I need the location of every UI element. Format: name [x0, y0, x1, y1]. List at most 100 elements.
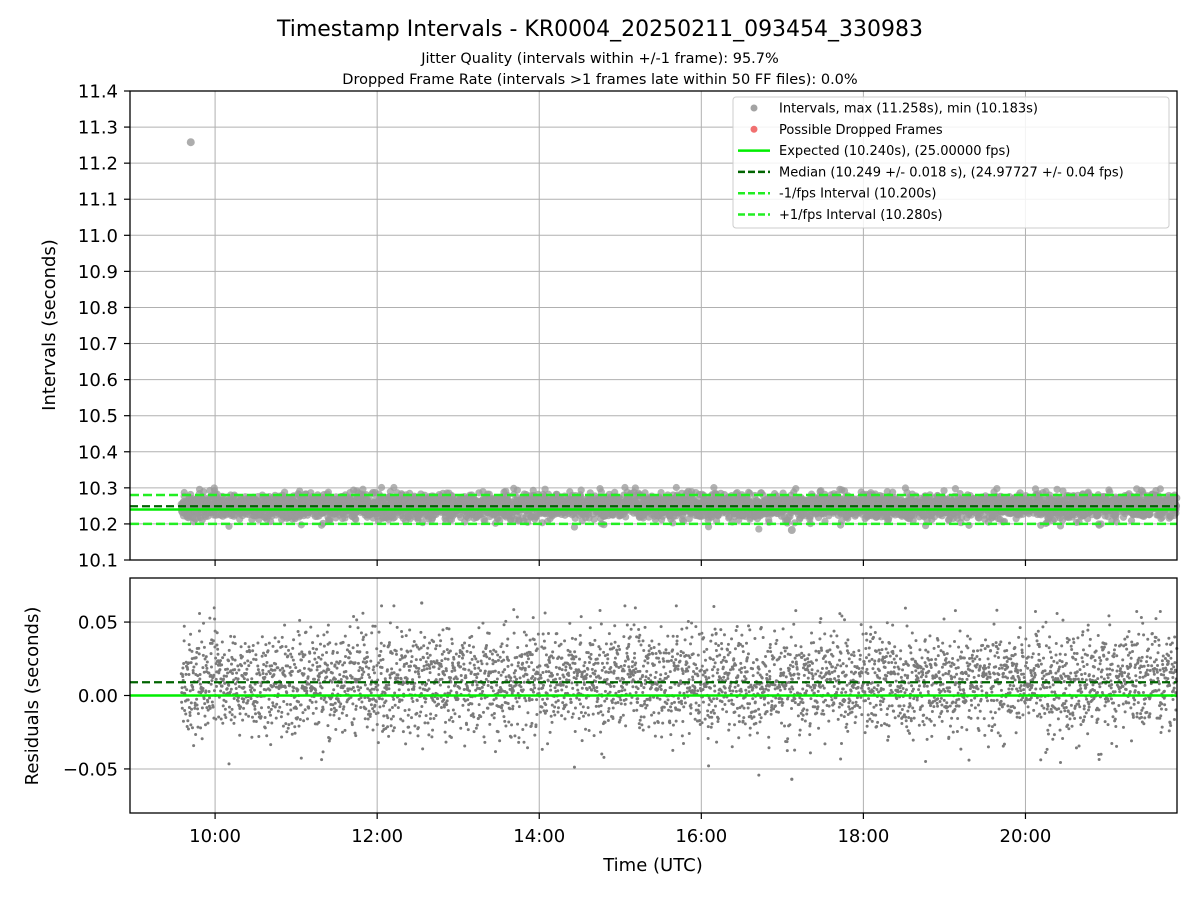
residual-point: [286, 654, 290, 658]
residual-point: [301, 711, 305, 715]
legend-marker-dot: [750, 125, 758, 133]
residual-point: [299, 756, 303, 760]
residual-point: [246, 659, 250, 663]
residual-point: [209, 652, 213, 656]
residual-point: [182, 624, 186, 628]
residual-point: [220, 640, 224, 644]
residual-point: [228, 710, 232, 714]
residual-point: [191, 685, 195, 689]
residual-point: [194, 732, 198, 736]
residual-point: [238, 733, 242, 737]
residual-point: [217, 715, 221, 719]
residual-point: [222, 653, 226, 657]
residual-point: [241, 718, 245, 722]
top-y-tick-label: 10.4: [78, 442, 118, 463]
residual-point: [287, 648, 291, 652]
bottom-panel-points: [179, 601, 1179, 781]
residual-point: [219, 717, 223, 721]
residual-point: [282, 669, 286, 673]
residual-point: [258, 673, 262, 677]
residual-point: [290, 732, 294, 736]
residual-point: [191, 671, 195, 675]
residual-point: [221, 656, 225, 660]
legend-entry-label: Possible Dropped Frames: [779, 123, 943, 138]
residual-point: [192, 665, 196, 669]
residual-point: [201, 653, 205, 657]
residual-point: [260, 706, 264, 710]
residual-point: [258, 712, 262, 716]
residual-point: [215, 643, 219, 647]
residual-point: [317, 674, 321, 678]
residual-point: [192, 744, 196, 748]
interval-point: [577, 486, 585, 494]
residual-point: [200, 640, 204, 644]
residual-point: [290, 655, 294, 659]
residual-point: [214, 656, 218, 660]
residual-point: [273, 636, 277, 640]
residual-point: [180, 686, 184, 690]
residual-point: [186, 667, 190, 671]
residual-point: [200, 706, 204, 710]
residual-point: [291, 689, 295, 693]
interval-point: [993, 484, 1001, 493]
residual-point: [239, 645, 243, 649]
residual-point: [204, 655, 208, 659]
residual-point: [183, 685, 187, 689]
residual-point: [281, 666, 285, 670]
residual-point: [297, 633, 301, 637]
residual-point: [318, 642, 322, 646]
residual-point: [268, 713, 272, 717]
residual-point: [286, 664, 290, 668]
residual-point: [260, 635, 264, 639]
chart-title: Timestamp Intervals - KR0004_20250211_09…: [276, 17, 923, 42]
residual-point: [211, 705, 215, 709]
interval-point: [940, 487, 948, 495]
residual-point: [293, 725, 297, 729]
residual-point: [286, 726, 290, 730]
residual-point: [212, 689, 216, 693]
residual-point: [264, 664, 268, 668]
residual-point: [180, 700, 184, 704]
residual-point: [188, 710, 192, 714]
residual-point: [229, 718, 233, 722]
residual-point: [208, 696, 212, 700]
residual-point: [233, 715, 237, 719]
residual-point: [291, 646, 295, 650]
residual-point: [307, 706, 311, 710]
residual-point: [280, 644, 284, 648]
residual-point: [188, 713, 192, 717]
residual-point: [226, 671, 230, 675]
residual-point: [239, 705, 243, 709]
residual-point: [253, 707, 257, 711]
residual-point: [318, 664, 322, 668]
interval-point: [326, 516, 334, 524]
residual-point: [242, 685, 246, 689]
legend-entry-label: -1/fps Interval (10.200s): [779, 187, 936, 202]
residual-point: [227, 648, 231, 652]
residual-point: [259, 684, 263, 688]
residual-point: [195, 703, 199, 707]
residual-point: [181, 719, 185, 723]
residual-point: [235, 671, 239, 675]
residual-point: [186, 727, 190, 731]
residual-point: [292, 638, 296, 642]
residual-point: [298, 717, 302, 721]
residual-point: [271, 644, 275, 648]
residual-point: [195, 697, 199, 701]
residual-point: [279, 715, 283, 719]
residual-point: [220, 684, 224, 688]
residual-point: [261, 668, 265, 672]
residual-point: [284, 645, 288, 649]
residual-point: [181, 666, 185, 670]
interval-point: [622, 513, 630, 521]
residual-point: [208, 706, 212, 710]
residual-point: [241, 700, 245, 704]
residual-point: [202, 697, 206, 701]
top-y-axis-label: Intervals (seconds): [39, 239, 60, 411]
legend-marker-dot: [750, 104, 758, 112]
residual-point: [198, 611, 202, 615]
residual-point: [298, 669, 302, 673]
residual-point: [245, 667, 249, 671]
residual-point: [264, 672, 268, 676]
top-y-tick-label: 10.7: [78, 334, 118, 355]
